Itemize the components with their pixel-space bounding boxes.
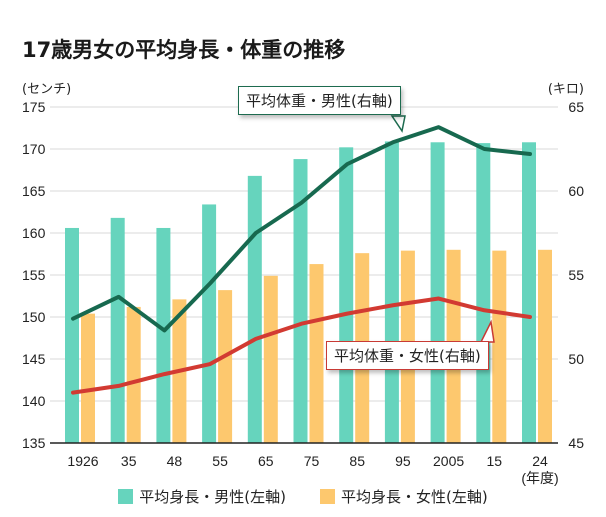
- bar-male-height: [247, 175, 262, 443]
- line-male-weight: [71, 125, 532, 333]
- bar-male-height: [384, 141, 399, 443]
- bar-male-height: [430, 142, 445, 443]
- x-axis-unit: (年度): [521, 470, 558, 486]
- callout-tails: [390, 115, 495, 343]
- x-tick-label: 48: [167, 453, 183, 469]
- callout-female-weight: 平均体重・女性(右軸): [326, 341, 489, 370]
- left-axis-unit: (センチ): [22, 82, 72, 97]
- x-tick-label: 55: [212, 453, 228, 469]
- left-tick-label: 165: [22, 183, 46, 199]
- bar-male-height: [156, 227, 171, 443]
- bar-female-height: [218, 290, 233, 443]
- legend-item-male-height: 平均身長・男性(左軸): [118, 486, 286, 507]
- bar-female-height: [263, 275, 278, 443]
- bar-female-height: [492, 250, 507, 443]
- callout-male-weight: 平均体重・男性(右軸): [238, 86, 401, 115]
- right-axis-unit: (キロ): [547, 82, 584, 97]
- bar-male-height: [110, 217, 125, 443]
- x-tick-label: 24: [532, 453, 548, 469]
- legend-item-female-height: 平均身長・女性(左軸): [320, 486, 488, 507]
- legend: 平均身長・男性(左軸) 平均身長・女性(左軸): [0, 486, 606, 507]
- bar-female-height: [309, 264, 324, 443]
- lines: [71, 125, 532, 395]
- right-tick-label: 45: [568, 435, 584, 451]
- left-tick-label: 145: [22, 351, 46, 367]
- legend-swatch-male: [118, 489, 134, 504]
- right-tick-label: 65: [568, 99, 584, 115]
- x-tick-label: 2005: [433, 453, 464, 469]
- x-tick-label: 65: [258, 453, 274, 469]
- x-tick-label: 85: [349, 453, 365, 469]
- left-tick-label: 140: [22, 393, 46, 409]
- bar-female-height: [126, 306, 141, 443]
- left-tick-label: 170: [22, 141, 46, 157]
- bar-female-height: [538, 249, 552, 443]
- x-tick-label: 15: [487, 453, 503, 469]
- x-tick-label: 1926: [67, 453, 98, 469]
- x-tick-label: 35: [121, 453, 137, 469]
- bar-female-height: [81, 313, 95, 443]
- left-tick-label: 160: [22, 225, 46, 241]
- bar-male-height: [293, 159, 308, 443]
- bar-male-height: [522, 142, 536, 443]
- legend-label-male: 平均身長・男性(左軸): [139, 488, 286, 506]
- left-tick-label: 150: [22, 309, 46, 325]
- x-tick-label: 75: [304, 453, 320, 469]
- callout-male-tail: [390, 115, 406, 133]
- legend-label-female: 平均身長・女性(左軸): [341, 488, 488, 506]
- bar-male-height: [65, 227, 79, 443]
- bar-male-height: [339, 147, 354, 443]
- line-female-weight: [71, 296, 532, 395]
- axes: 135 140 145 150 155 160 165 170 175 45 50 55 60 65 192…: [22, 99, 584, 486]
- right-tick-label: 60: [568, 183, 584, 199]
- left-tick-label: 175: [22, 99, 46, 115]
- x-tick-label: 95: [395, 453, 411, 469]
- bars: [65, 141, 552, 443]
- left-tick-label: 135: [22, 435, 46, 451]
- right-tick-label: 50: [568, 351, 584, 367]
- bar-male-height: [202, 204, 217, 443]
- right-tick-label: 55: [568, 267, 584, 283]
- chart-title: 17歳男女の平均身長・体重の推移: [22, 38, 346, 62]
- legend-swatch-female: [320, 489, 335, 504]
- left-tick-label: 155: [22, 267, 46, 283]
- bar-male-height: [476, 143, 491, 443]
